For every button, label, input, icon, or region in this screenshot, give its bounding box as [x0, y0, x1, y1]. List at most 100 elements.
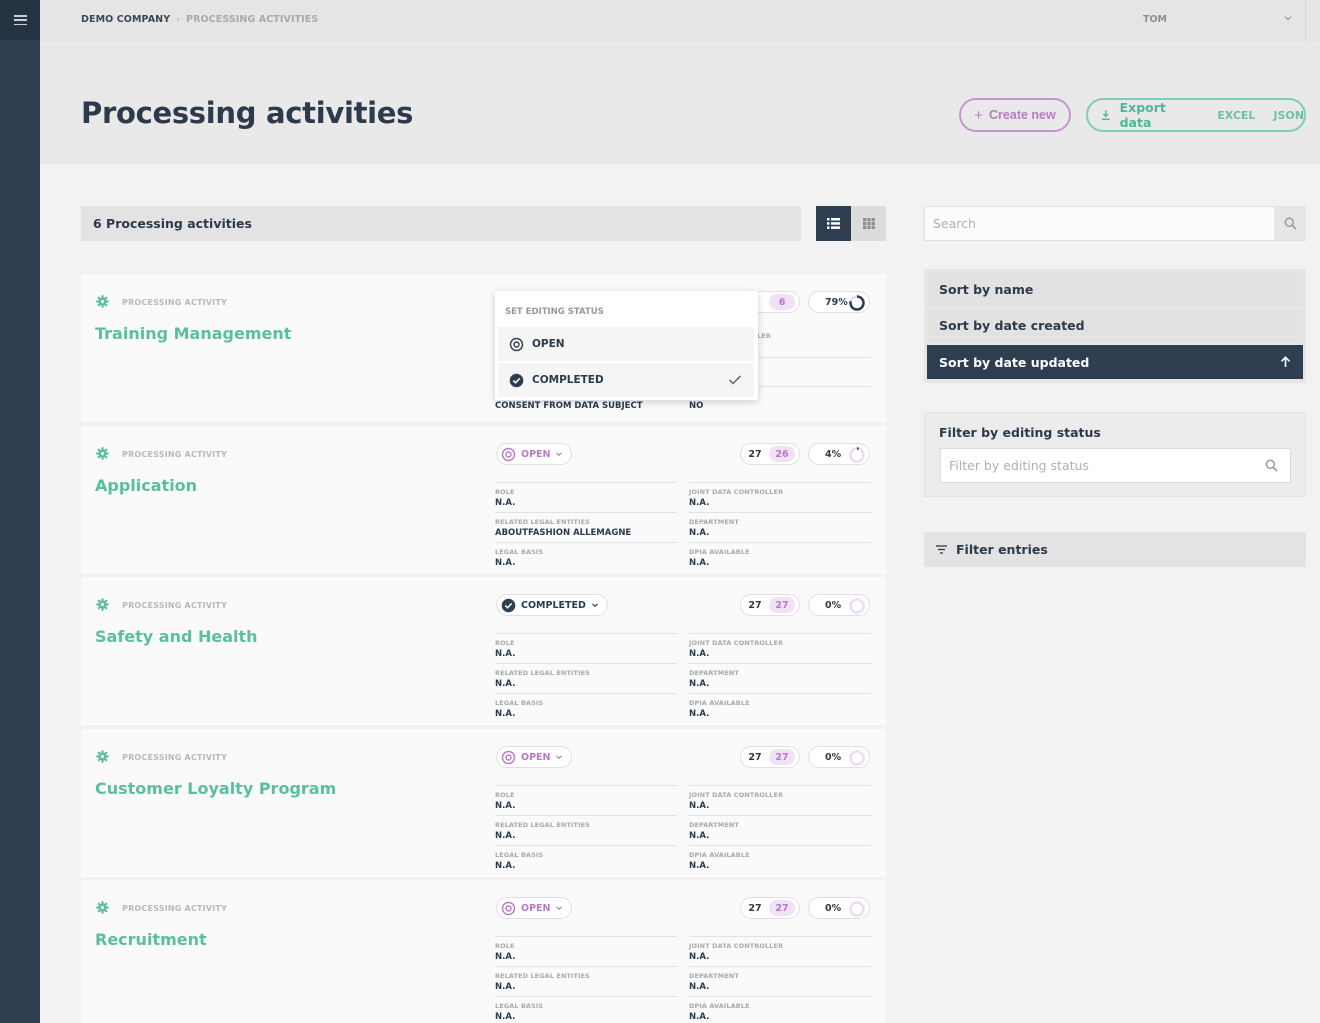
user-menu[interactable]: TOM: [1143, 14, 1168, 25]
export-excel-button[interactable]: EXCEL: [1217, 108, 1256, 122]
list-view-button[interactable]: [816, 206, 851, 241]
status-dropdown[interactable]: OPEN: [496, 443, 573, 465]
field-joint-data-controller: JOINT DATA CONTROLLER N.A.: [689, 633, 871, 659]
progress-indicator: 0%: [808, 746, 870, 768]
card-title[interactable]: Safety and Health: [95, 627, 258, 646]
field-value: N.A.: [495, 558, 516, 568]
divider: [689, 386, 871, 387]
card-type-label: PROCESSING ACTIVITY: [122, 450, 228, 459]
field-value: N.A.: [495, 801, 516, 811]
export-data-button[interactable]: Export data: [1119, 100, 1166, 130]
status-label: OPEN: [521, 448, 551, 460]
export-data-group: Export data EXCEL JSON: [1086, 98, 1306, 132]
status-dropdown[interactable]: OPEN: [496, 746, 573, 768]
status-filter-input[interactable]: [941, 449, 1251, 482]
status-dropdown[interactable]: COMPLETED: [496, 594, 608, 616]
menu-button[interactable]: [0, 0, 40, 40]
sort-by-date-updated[interactable]: Sort by date updated: [927, 345, 1303, 379]
arrow-up-icon: [1280, 356, 1291, 367]
create-new-label: Create new: [989, 108, 1056, 122]
card-title[interactable]: Customer Loyalty Program: [95, 779, 337, 798]
count-total: 27: [748, 902, 762, 914]
field-value: N.A.: [689, 1012, 710, 1022]
progress-ring-icon: [849, 295, 865, 311]
count-open: 26: [769, 446, 795, 462]
download-icon: [1101, 110, 1110, 121]
field-legal-basis: LEGAL BASIS N.A.: [495, 845, 677, 871]
field-value: N.A.: [495, 649, 516, 659]
check-circle-icon: [509, 373, 524, 387]
card-title[interactable]: Application: [95, 476, 198, 495]
status-filter-field: [940, 448, 1291, 483]
field-label: DPIA AVAILABLE: [689, 548, 750, 556]
processing-activity-card: PROCESSING ACTIVITY Recruitment OPEN 27 …: [81, 880, 886, 1023]
field-label: JOINT DATA CONTROLLER: [689, 488, 784, 496]
field-value: N.A.: [689, 709, 710, 719]
chevron-down-icon[interactable]: [1283, 13, 1293, 23]
chevron-down-icon: [556, 755, 563, 760]
field-label: JOINT DATA CONTROLLER: [689, 791, 784, 799]
question-count: 27 26: [740, 443, 800, 465]
field-dpia-available: DPIA AVAILABLE N.A.: [689, 693, 871, 719]
chevron-down-icon: [556, 452, 563, 457]
dpia-value: NO: [689, 401, 704, 411]
progress-ring-icon: [849, 750, 865, 766]
filter-entries-button[interactable]: Filter entries: [924, 532, 1306, 567]
field-legal-basis: LEGAL BASIS N.A.: [495, 542, 677, 568]
field-value: N.A.: [495, 982, 516, 992]
field-value: N.A.: [495, 831, 516, 841]
status-option-completed[interactable]: COMPLETED: [498, 363, 754, 397]
field-dpia-available: DPIA AVAILABLE N.A.: [689, 542, 871, 568]
search-input[interactable]: [925, 207, 1274, 240]
card-title[interactable]: Training Management: [95, 324, 292, 343]
field-label: RELATED LEGAL ENTITIES: [495, 972, 590, 980]
sort-label: Sort by name: [939, 281, 1034, 297]
card-type-label: PROCESSING ACTIVITY: [122, 298, 228, 307]
sort-by-date-created[interactable]: Sort by date created: [927, 308, 1303, 343]
gear-icon: [96, 750, 109, 763]
processing-activity-card: PROCESSING ACTIVITY Safety and Health CO…: [81, 577, 886, 725]
sort-by-name[interactable]: Sort by name: [927, 272, 1303, 306]
create-new-button[interactable]: + Create new: [959, 98, 1071, 132]
filter-title: Filter by editing status: [939, 425, 1101, 440]
result-count: 6 Processing activities: [81, 206, 801, 241]
field-label: RELATED LEGAL ENTITIES: [495, 669, 590, 677]
gear-icon: [96, 598, 109, 611]
status-option-open[interactable]: OPEN: [498, 327, 754, 361]
search-button[interactable]: [1274, 207, 1306, 240]
field-value: N.A.: [495, 1012, 516, 1022]
card-type-label: PROCESSING ACTIVITY: [122, 904, 228, 913]
filter-entries-label: Filter entries: [956, 542, 1048, 557]
field-value: N.A.: [689, 831, 710, 841]
card-title[interactable]: Recruitment: [95, 930, 207, 949]
progress-indicator: 79%: [808, 291, 870, 313]
status-dropdown[interactable]: OPEN: [496, 897, 573, 919]
grid-view-button[interactable]: [851, 206, 886, 241]
search-box: [924, 206, 1306, 241]
field-label: DPIA AVAILABLE: [689, 851, 750, 859]
field-label: LEGAL BASIS: [495, 548, 544, 556]
top-bar: DEMO COMPANY › PROCESSING ACTIVITIES TOM: [40, 0, 1320, 41]
filter-icon: [936, 545, 947, 554]
field-label: LEGAL BASIS: [495, 851, 544, 859]
status-label: COMPLETED: [521, 599, 586, 611]
processing-activity-card: PROCESSING ACTIVITY Training Management …: [81, 274, 886, 422]
field-label: ROLE: [495, 942, 515, 950]
grid-icon: [862, 218, 875, 229]
field-role: ROLE N.A.: [495, 633, 677, 659]
open-status-icon: [501, 447, 516, 461]
progress-percent: 0%: [825, 599, 842, 611]
breadcrumb-company[interactable]: DEMO COMPANY: [81, 14, 171, 25]
field-label: ROLE: [495, 791, 515, 799]
processing-activity-card: PROCESSING ACTIVITY Application OPEN 27 …: [81, 426, 886, 574]
page-header: Processing activities + Create new Expor…: [40, 41, 1320, 164]
count-open: 27: [769, 749, 795, 765]
count-open: 27: [769, 597, 795, 613]
status-option-label: COMPLETED: [532, 374, 604, 386]
field-value: N.A.: [689, 498, 710, 508]
export-json-button[interactable]: JSON: [1273, 108, 1304, 122]
field-value: ABOUTFASHION ALLEMAGNE: [495, 528, 632, 538]
divider: [1305, 0, 1306, 41]
open-status-icon: [509, 337, 524, 351]
progress-ring-icon: [849, 598, 865, 614]
